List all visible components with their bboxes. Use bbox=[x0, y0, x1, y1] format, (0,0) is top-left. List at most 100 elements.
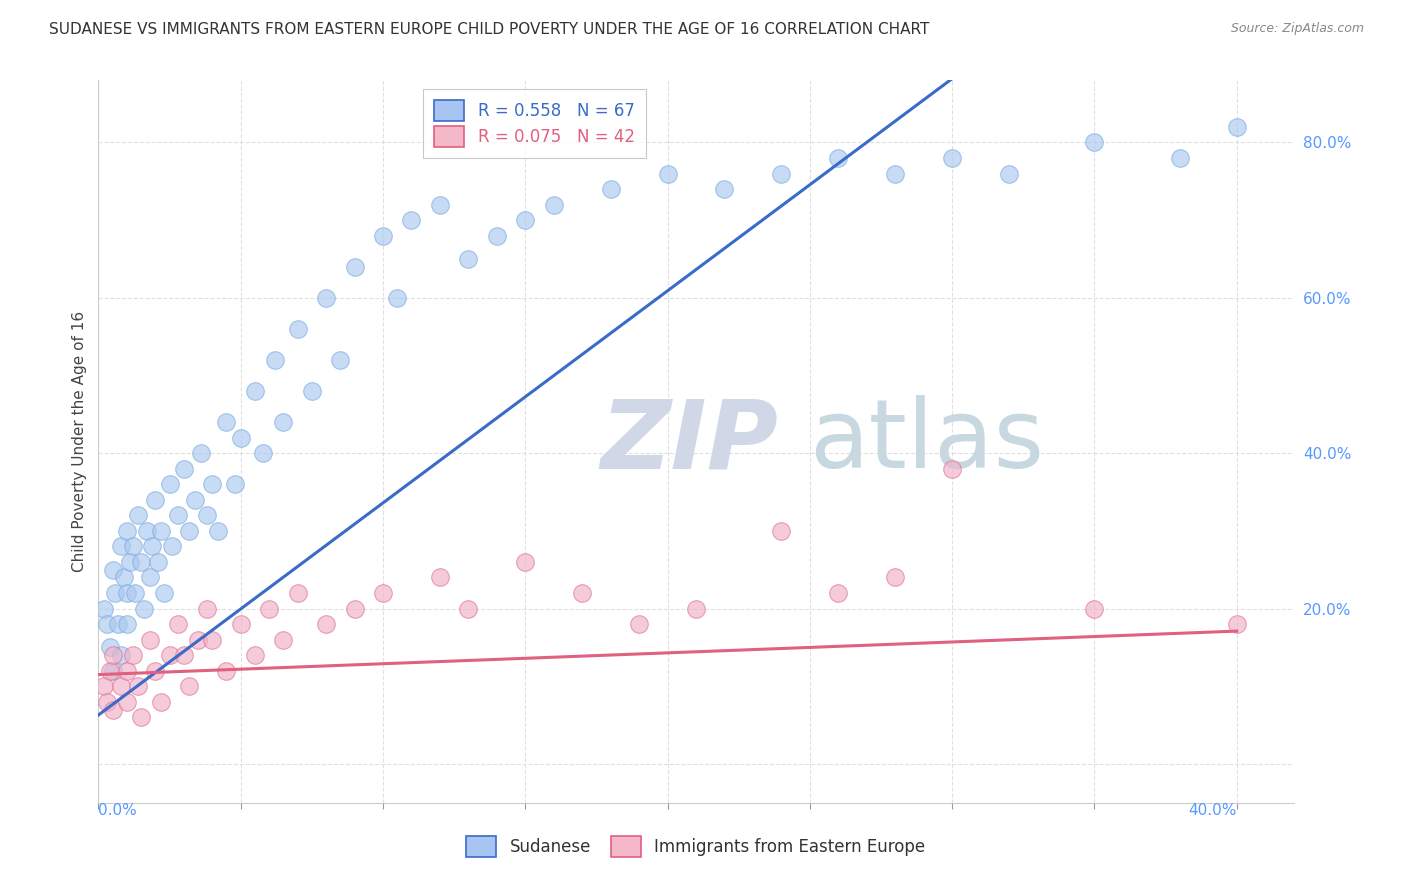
Point bbox=[115, 617, 138, 632]
Point bbox=[713, 182, 735, 196]
Point bbox=[101, 648, 124, 663]
Point bbox=[571, 586, 593, 600]
Point bbox=[115, 695, 138, 709]
Text: atlas: atlas bbox=[810, 395, 1045, 488]
Point bbox=[371, 228, 394, 243]
Point bbox=[135, 524, 157, 538]
Point bbox=[195, 508, 218, 523]
Point bbox=[115, 586, 138, 600]
Point bbox=[201, 477, 224, 491]
Point bbox=[343, 601, 366, 615]
Point bbox=[215, 664, 238, 678]
Point bbox=[127, 679, 149, 693]
Point bbox=[457, 252, 479, 266]
Point bbox=[429, 570, 451, 584]
Point bbox=[884, 167, 907, 181]
Point bbox=[159, 648, 181, 663]
Point bbox=[243, 384, 266, 398]
Point bbox=[179, 524, 201, 538]
Point bbox=[257, 601, 280, 615]
Point bbox=[1083, 136, 1105, 150]
Point bbox=[112, 570, 135, 584]
Point bbox=[543, 197, 565, 211]
Point bbox=[599, 182, 621, 196]
Point bbox=[121, 540, 143, 554]
Text: Source: ZipAtlas.com: Source: ZipAtlas.com bbox=[1230, 22, 1364, 36]
Point bbox=[315, 291, 337, 305]
Point bbox=[1226, 617, 1249, 632]
Point bbox=[515, 213, 537, 227]
Point bbox=[167, 617, 190, 632]
Point bbox=[101, 664, 124, 678]
Point bbox=[287, 586, 309, 600]
Point bbox=[827, 151, 849, 165]
Point bbox=[657, 167, 679, 181]
Point bbox=[371, 586, 394, 600]
Point bbox=[827, 586, 849, 600]
Point bbox=[96, 617, 118, 632]
Point bbox=[167, 508, 190, 523]
Point bbox=[93, 679, 115, 693]
Point bbox=[129, 710, 152, 724]
Point bbox=[685, 601, 707, 615]
Point bbox=[229, 431, 252, 445]
Point bbox=[173, 461, 195, 475]
Point bbox=[229, 617, 252, 632]
Y-axis label: Child Poverty Under the Age of 16: Child Poverty Under the Age of 16 bbox=[72, 311, 87, 572]
Point bbox=[485, 228, 508, 243]
Point bbox=[173, 648, 195, 663]
Point bbox=[287, 322, 309, 336]
Point bbox=[115, 664, 138, 678]
Point bbox=[93, 601, 115, 615]
Point bbox=[132, 601, 155, 615]
Point bbox=[329, 353, 352, 368]
Point bbox=[273, 415, 295, 429]
Text: 40.0%: 40.0% bbox=[1188, 803, 1237, 818]
Point bbox=[98, 640, 121, 655]
Point bbox=[190, 446, 212, 460]
Point bbox=[153, 586, 176, 600]
Point bbox=[118, 555, 141, 569]
Point bbox=[179, 679, 201, 693]
Point bbox=[141, 540, 163, 554]
Legend: Sudanese, Immigrants from Eastern Europe: Sudanese, Immigrants from Eastern Europe bbox=[457, 826, 935, 867]
Point bbox=[96, 695, 118, 709]
Point bbox=[252, 446, 274, 460]
Point bbox=[150, 695, 173, 709]
Point bbox=[124, 586, 146, 600]
Point bbox=[121, 648, 143, 663]
Point bbox=[110, 679, 132, 693]
Point bbox=[224, 477, 246, 491]
Point bbox=[385, 291, 409, 305]
Point bbox=[162, 540, 184, 554]
Point bbox=[273, 632, 295, 647]
Point bbox=[187, 632, 209, 647]
Point bbox=[150, 524, 173, 538]
Point bbox=[941, 151, 963, 165]
Point bbox=[1226, 120, 1249, 134]
Point bbox=[127, 508, 149, 523]
Point bbox=[110, 648, 132, 663]
Text: 0.0%: 0.0% bbox=[98, 803, 138, 818]
Point bbox=[770, 524, 793, 538]
Point bbox=[207, 524, 229, 538]
Point bbox=[884, 570, 907, 584]
Text: ZIP: ZIP bbox=[600, 395, 779, 488]
Point bbox=[107, 617, 129, 632]
Point bbox=[263, 353, 285, 368]
Point bbox=[159, 477, 181, 491]
Point bbox=[1083, 601, 1105, 615]
Point bbox=[941, 461, 963, 475]
Point bbox=[104, 586, 127, 600]
Point bbox=[243, 648, 266, 663]
Point bbox=[110, 540, 132, 554]
Point bbox=[1168, 151, 1191, 165]
Point bbox=[301, 384, 323, 398]
Point bbox=[457, 601, 479, 615]
Point bbox=[998, 167, 1021, 181]
Point bbox=[184, 492, 207, 507]
Point bbox=[315, 617, 337, 632]
Point bbox=[143, 664, 166, 678]
Point bbox=[515, 555, 537, 569]
Point bbox=[101, 702, 124, 716]
